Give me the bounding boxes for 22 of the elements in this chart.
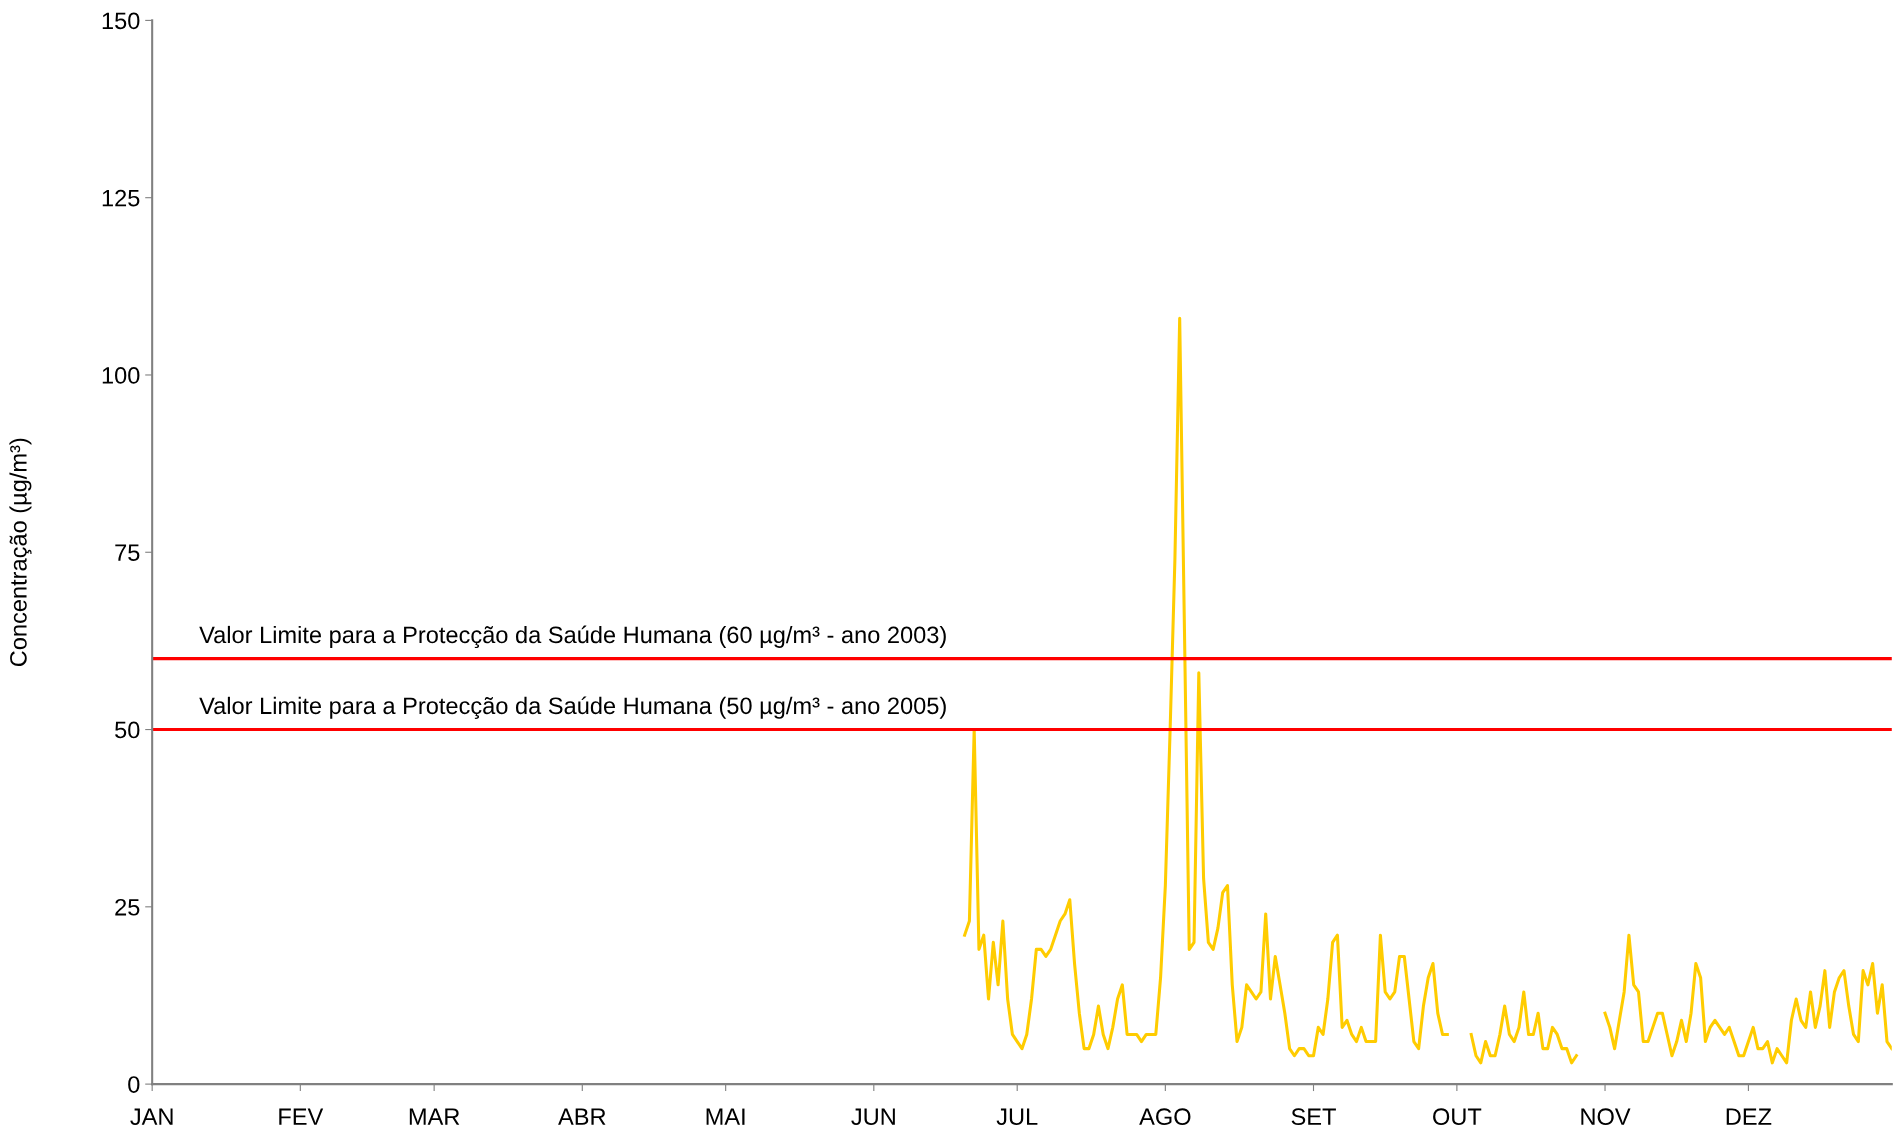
y-axis-title: Concentração (µg/m³) <box>9 438 32 667</box>
x-tick-label: FEV <box>279 1108 324 1125</box>
x-tick-label: MAR <box>409 1108 460 1125</box>
x-tick-label: OUT <box>1433 1108 1482 1126</box>
y-tick-label: 75 <box>115 544 140 562</box>
ref-line-label: Valor Limite para a Protecção da Saúde Humana (50 µg/m³ - ano 2005) <box>199 696 946 719</box>
ref-line-label: Valor Limite para a Protecção da Saúde Humana (60 µg/m³ - ano 2003) <box>199 625 946 648</box>
x-tick-label: JUL <box>996 1108 1038 1126</box>
y-tick-label: 0 <box>128 1076 140 1093</box>
x-tick-label: SET <box>1291 1108 1336 1126</box>
x-tick-label: MAI <box>706 1108 745 1125</box>
y-tick-label: 150 <box>102 12 140 30</box>
x-tick-label: JUN <box>851 1108 895 1126</box>
x-tick-label: NOV <box>1581 1108 1631 1126</box>
y-tick-label: 25 <box>115 898 140 916</box>
x-tick-label: AGO <box>1139 1108 1191 1126</box>
x-tick-label: JAN <box>130 1108 173 1126</box>
y-tick-label: 125 <box>102 189 140 207</box>
x-tick-label: DEZ <box>1726 1108 1772 1125</box>
y-tick-label: 100 <box>102 367 140 384</box>
y-tick-label: 50 <box>115 721 140 739</box>
x-tick-label: ABR <box>558 1108 606 1125</box>
